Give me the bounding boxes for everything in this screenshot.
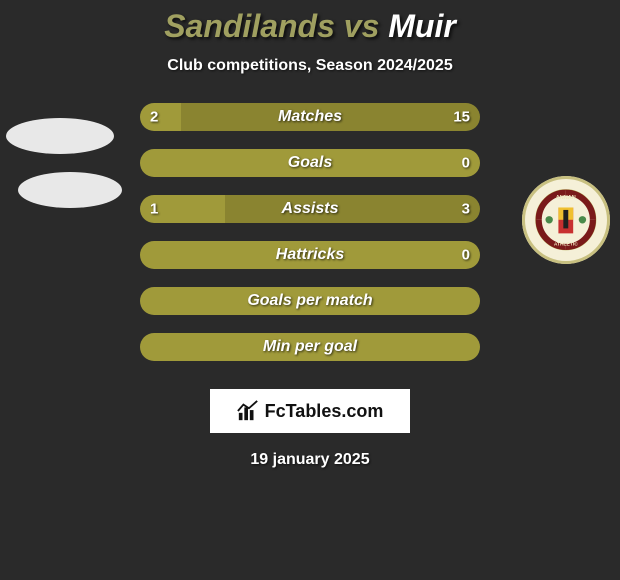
bar-value-right: 0 [462, 155, 470, 172]
bar-chart-icon [237, 400, 259, 422]
bar-label: Min per goal [263, 338, 357, 356]
title-left-player: Sandilands vs [164, 8, 388, 44]
bar-label: Matches [278, 108, 342, 126]
bar-value-right: 15 [453, 109, 470, 126]
comparison-title: Sandilands vs Muir [164, 8, 456, 45]
comparison-bars: Matches215Goals0Assists13Hattricks0Goals… [140, 103, 480, 361]
stat-bar-hattricks: Hattricks 0 [140, 241, 480, 269]
bar-label: Assists [282, 200, 339, 218]
bar-value-right: 3 [462, 201, 470, 218]
bar-value-left: 2 [150, 109, 158, 126]
footer-date: 19 january 2025 [250, 451, 369, 469]
stat-bar-matches: Matches 2 15 [140, 103, 480, 131]
bar-label: Goals [288, 154, 332, 172]
bar-label: Hattricks [276, 246, 344, 264]
brand-badge: FcTables.com [210, 389, 410, 433]
bar-segment-right [225, 195, 480, 223]
subtitle: Club competitions, Season 2024/2025 [167, 57, 452, 75]
brand-text: FcTables.com [265, 401, 384, 422]
bar-label: Goals per match [247, 292, 372, 310]
bar-value-right: 0 [462, 247, 470, 264]
team-badge-left-2 [18, 172, 122, 208]
stat-bar-goals: Goals 0 [140, 149, 480, 177]
crest-text-bottom: ATHLETIC [554, 242, 578, 248]
infographic-root: Sandilands vs Muir Club competitions, Se… [0, 0, 620, 580]
bar-segment-left [140, 103, 181, 131]
stat-bar-goals-per-match: Goals per match [140, 287, 480, 315]
title-right-player: Muir [388, 8, 456, 44]
stat-bar-min-per-goal: Min per goal [140, 333, 480, 361]
crest-text-top: ANNAN [556, 195, 576, 201]
annan-athletic-crest-icon: ANNAN ATHLETIC [535, 189, 597, 251]
stat-bar-assists: Assists 1 3 [140, 195, 480, 223]
team-badge-right: ANNAN ATHLETIC [522, 176, 610, 264]
bar-value-left: 1 [150, 201, 158, 218]
team-badge-left-1 [6, 118, 114, 154]
